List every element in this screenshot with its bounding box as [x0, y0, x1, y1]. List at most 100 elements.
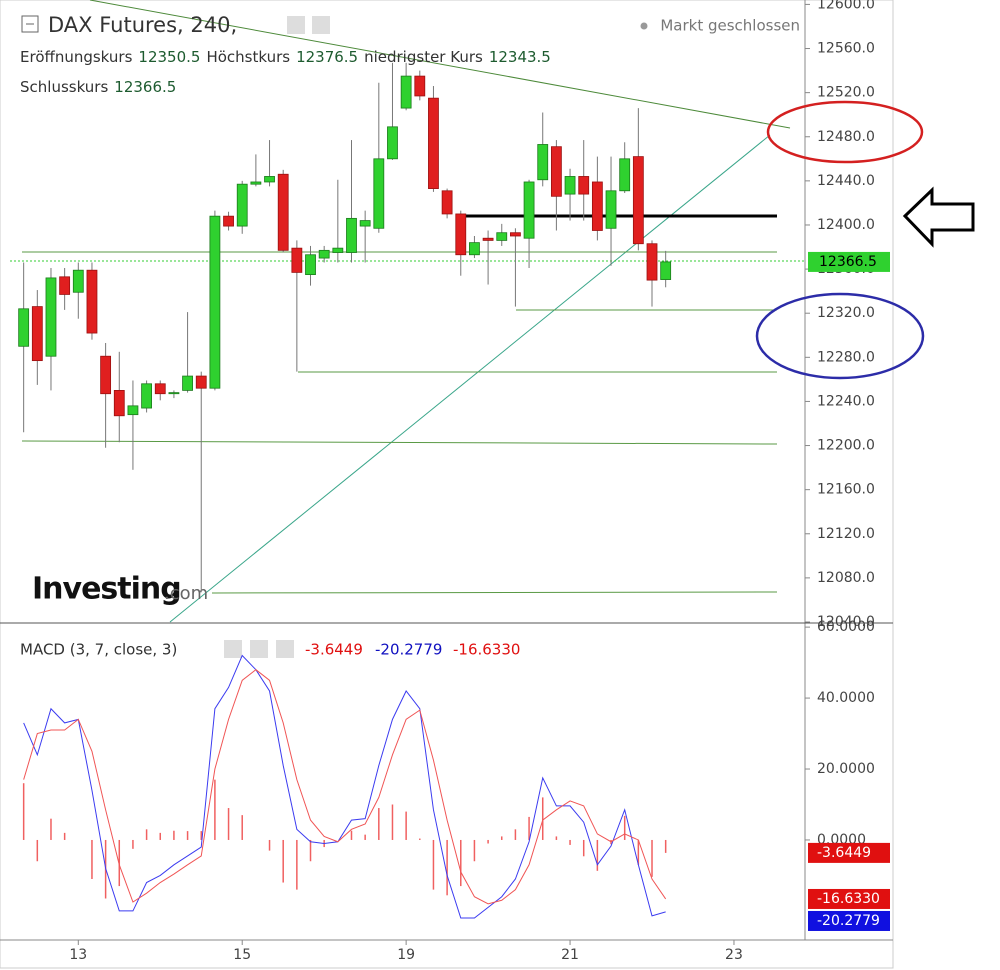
- y-tick-label: 12400.0: [817, 217, 875, 233]
- candle-body: [605, 190, 617, 229]
- candle-body: [537, 144, 549, 181]
- value-box: [808, 888, 890, 909]
- price-label: 12366.5: [819, 254, 877, 270]
- drawings: [10, 0, 975, 623]
- candle-body: [346, 217, 357, 253]
- header-icons: [21, 15, 648, 658]
- candle-body: [236, 183, 248, 227]
- candle-body: [182, 375, 193, 391]
- candle-body: [414, 75, 426, 97]
- candle-body: [496, 232, 508, 241]
- macd-value: -20.2779: [375, 641, 442, 659]
- stat-label: niedrigster Kurs: [364, 48, 483, 66]
- candle-body: [373, 158, 385, 229]
- y-tick-label: 12240.0: [817, 393, 875, 409]
- value-box-label: -3.6449: [817, 845, 871, 861]
- candle-body: [619, 158, 631, 192]
- stat-value: 12343.5: [488, 48, 551, 66]
- candle-body: [291, 247, 303, 273]
- frame: [0, 0, 894, 969]
- candle-body: [264, 176, 275, 183]
- candle-body: [632, 156, 644, 245]
- candle-body: [578, 176, 590, 195]
- value-box-label: -16.6330: [817, 891, 880, 907]
- y-tick-label: 12480.0: [817, 129, 875, 145]
- candle-body: [72, 269, 84, 293]
- candle-body: [18, 308, 30, 347]
- status: Markt geschlossen: [660, 17, 800, 35]
- candle-body: [305, 254, 316, 276]
- candle-body: [441, 190, 453, 215]
- value-box: [808, 842, 890, 863]
- x-tick-label: 15: [233, 947, 251, 963]
- candle-body: [141, 383, 152, 409]
- y-tick-label: 12040.0: [817, 614, 875, 630]
- candle-body: [86, 269, 98, 334]
- candle-body: [564, 176, 576, 195]
- x-tick-label: 19: [397, 947, 415, 963]
- candle-body: [550, 146, 562, 197]
- y-tick-label: 12160.0: [817, 482, 875, 498]
- y-tick-label: 40.0000: [817, 690, 875, 706]
- y-tick-label: 20.0000: [817, 761, 875, 777]
- stat-value: 12376.5: [296, 48, 359, 66]
- x-tick-label: 21: [561, 947, 579, 963]
- macd-line: [23, 654, 666, 919]
- y-tick-label: 12320.0: [817, 305, 875, 321]
- candle-body: [223, 215, 234, 227]
- y-tick-label: 12600.0: [817, 0, 875, 12]
- candle-body: [113, 390, 125, 417]
- signal-value: -16.6330: [453, 641, 520, 659]
- candle-body: [482, 237, 494, 241]
- macd-line: [23, 669, 667, 905]
- stat-label: Eröffnungskurs: [20, 48, 133, 66]
- value-box-label: -20.2779: [817, 913, 880, 929]
- watermark: Investing: [32, 572, 181, 607]
- chart-title: DAX Futures, 240,: [48, 13, 237, 37]
- price-label-box: [808, 251, 890, 272]
- candle-body: [455, 213, 467, 256]
- y-tick-label: 12080.0: [817, 570, 875, 586]
- macd-hist-value: -3.6449: [305, 641, 363, 659]
- candle-body: [195, 375, 207, 389]
- candle-body: [400, 75, 412, 109]
- stat-value: 12366.5: [114, 78, 177, 96]
- candle-body: [45, 277, 57, 357]
- x-tick-label: 23: [725, 947, 743, 963]
- header-stats: Eröffnungskurs 12350.5 Höchstkurs 12376.5 ni…: [20, 48, 557, 66]
- candle-body: [646, 243, 658, 281]
- candle-body: [428, 97, 439, 189]
- y-tick-label: 12440.0: [817, 173, 875, 189]
- stat-label: Höchstkurs: [206, 48, 291, 66]
- y-tick-label: 12120.0: [817, 526, 875, 542]
- y-tick-label: 12280.0: [817, 349, 875, 365]
- x-tick-label: 13: [69, 947, 87, 963]
- value-box: [808, 910, 890, 931]
- macd-title: MACD (3, 7, close, 3): [20, 641, 177, 659]
- candle-body: [250, 181, 262, 185]
- candle-body: [359, 220, 371, 227]
- header-stats: Schlusskurs 12366.5: [20, 78, 182, 96]
- candle-body: [168, 392, 180, 395]
- y-tick-label: 12520.0: [817, 85, 875, 101]
- candle-body: [510, 232, 521, 237]
- candle-body: [127, 405, 139, 416]
- candle-body: [591, 181, 603, 231]
- candle-body: [387, 126, 398, 160]
- stat-value: 12350.5: [138, 48, 201, 66]
- candle-body: [469, 242, 480, 256]
- candle-body: [59, 276, 71, 295]
- candle-body: [277, 173, 289, 251]
- stat-label: Schlusskurs: [20, 78, 109, 96]
- candle-body: [660, 261, 672, 280]
- y-tick-label: 12200.0: [817, 438, 875, 454]
- candle-body: [209, 215, 221, 389]
- candle-body: [332, 247, 344, 253]
- y-tick-label: 12560.0: [817, 41, 875, 57]
- candle-body: [100, 355, 112, 395]
- candle-body: [523, 181, 535, 239]
- candle-body: [318, 249, 330, 259]
- watermark: .com: [164, 583, 208, 604]
